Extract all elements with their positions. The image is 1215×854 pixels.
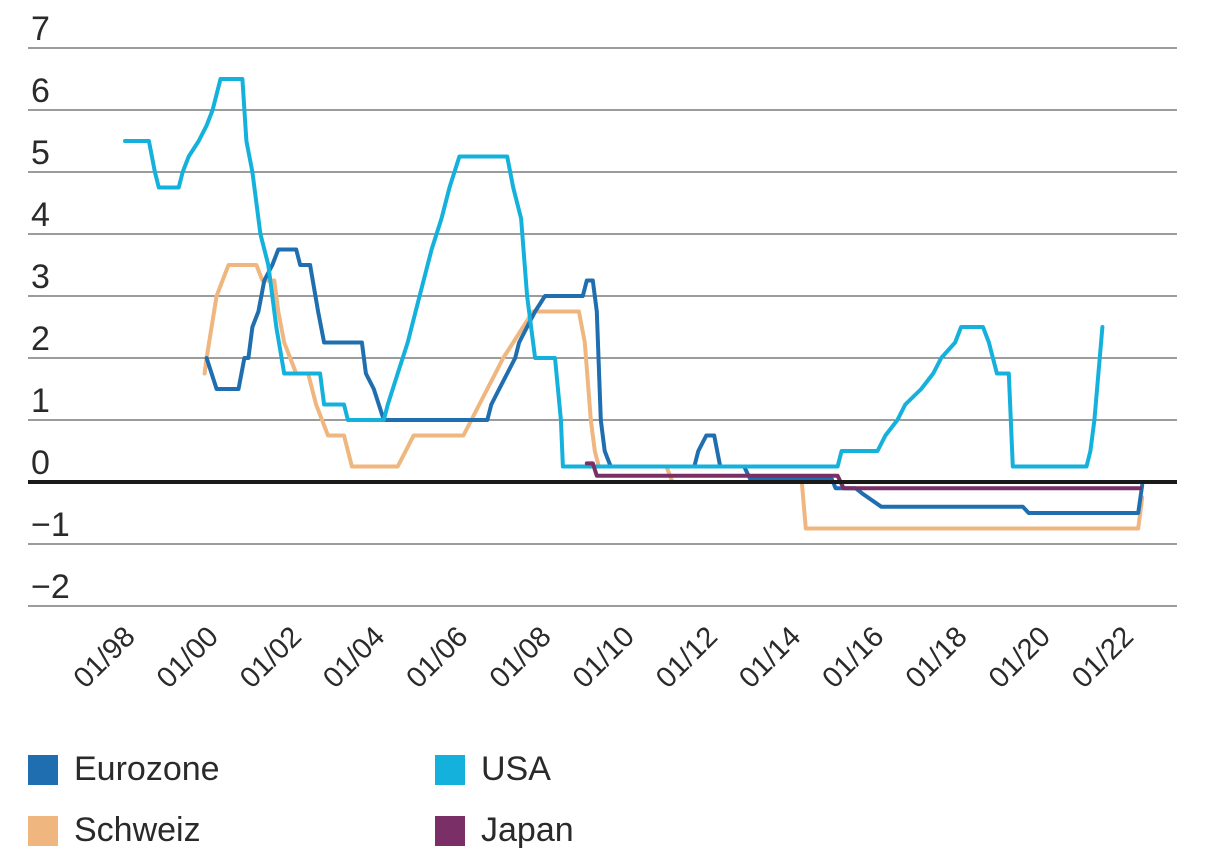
x-axis-tick-labels: 01/98 01/00 01/02 01/04 01/06 01/08 01/10 01/12…: [68, 621, 1140, 695]
y-tick-label: 0: [31, 444, 50, 482]
legend-item-usa: USA: [435, 750, 551, 789]
x-tick-label: 01/16: [816, 621, 890, 695]
y-tick-label: 6: [31, 72, 50, 110]
x-tick-label: 01/22: [1066, 621, 1140, 695]
legend-swatch-japan: [435, 815, 465, 846]
legend-swatch-usa: [435, 754, 465, 785]
x-tick-label: 01/20: [983, 621, 1057, 695]
y-tick-label: 3: [31, 258, 50, 296]
legend-label-usa: USA: [481, 750, 551, 788]
legend-swatch-eurozone: [28, 754, 58, 785]
legend-item-schweiz: Schweiz: [28, 811, 201, 850]
legend: Eurozone USA Schweiz Japan: [28, 736, 728, 854]
series-line-japan: [584, 461, 1143, 491]
y-tick-label: −2: [31, 568, 70, 606]
legend-label-schweiz: Schweiz: [74, 811, 201, 849]
y-tick-label: −1: [31, 506, 70, 544]
y-tick-label: 4: [31, 196, 50, 234]
y-tick-label: 2: [31, 320, 50, 358]
x-tick-label: 01/00: [151, 621, 225, 695]
x-tick-label: 01/18: [900, 621, 974, 695]
x-tick-label: 01/98: [68, 621, 142, 695]
x-tick-label: 01/06: [400, 621, 474, 695]
y-axis-tick-labels: 7 6 5 4 3 2 1 0 −1 −2: [31, 10, 70, 606]
legend-swatch-schweiz: [28, 815, 58, 846]
legend-item-eurozone: Eurozone: [28, 750, 220, 789]
y-tick-label: 1: [31, 382, 50, 420]
x-tick-label: 01/04: [317, 621, 391, 695]
series-line-schweiz: [202, 263, 1145, 531]
x-tick-label: 01/10: [567, 621, 641, 695]
x-tick-label: 01/12: [650, 621, 724, 695]
data-series: [123, 77, 1145, 531]
legend-item-japan: Japan: [435, 811, 574, 850]
grid-lines: [28, 47, 1177, 607]
series-line-eurozone: [204, 247, 1145, 515]
legend-label-japan: Japan: [481, 811, 574, 849]
x-tick-label: 01/08: [484, 621, 558, 695]
x-tick-label: 01/14: [733, 621, 807, 695]
legend-label-eurozone: Eurozone: [74, 750, 220, 788]
x-tick-label: 01/02: [234, 621, 308, 695]
y-tick-label: 7: [31, 10, 50, 48]
y-tick-label: 5: [31, 134, 50, 172]
series-line-usa: [123, 77, 1105, 469]
